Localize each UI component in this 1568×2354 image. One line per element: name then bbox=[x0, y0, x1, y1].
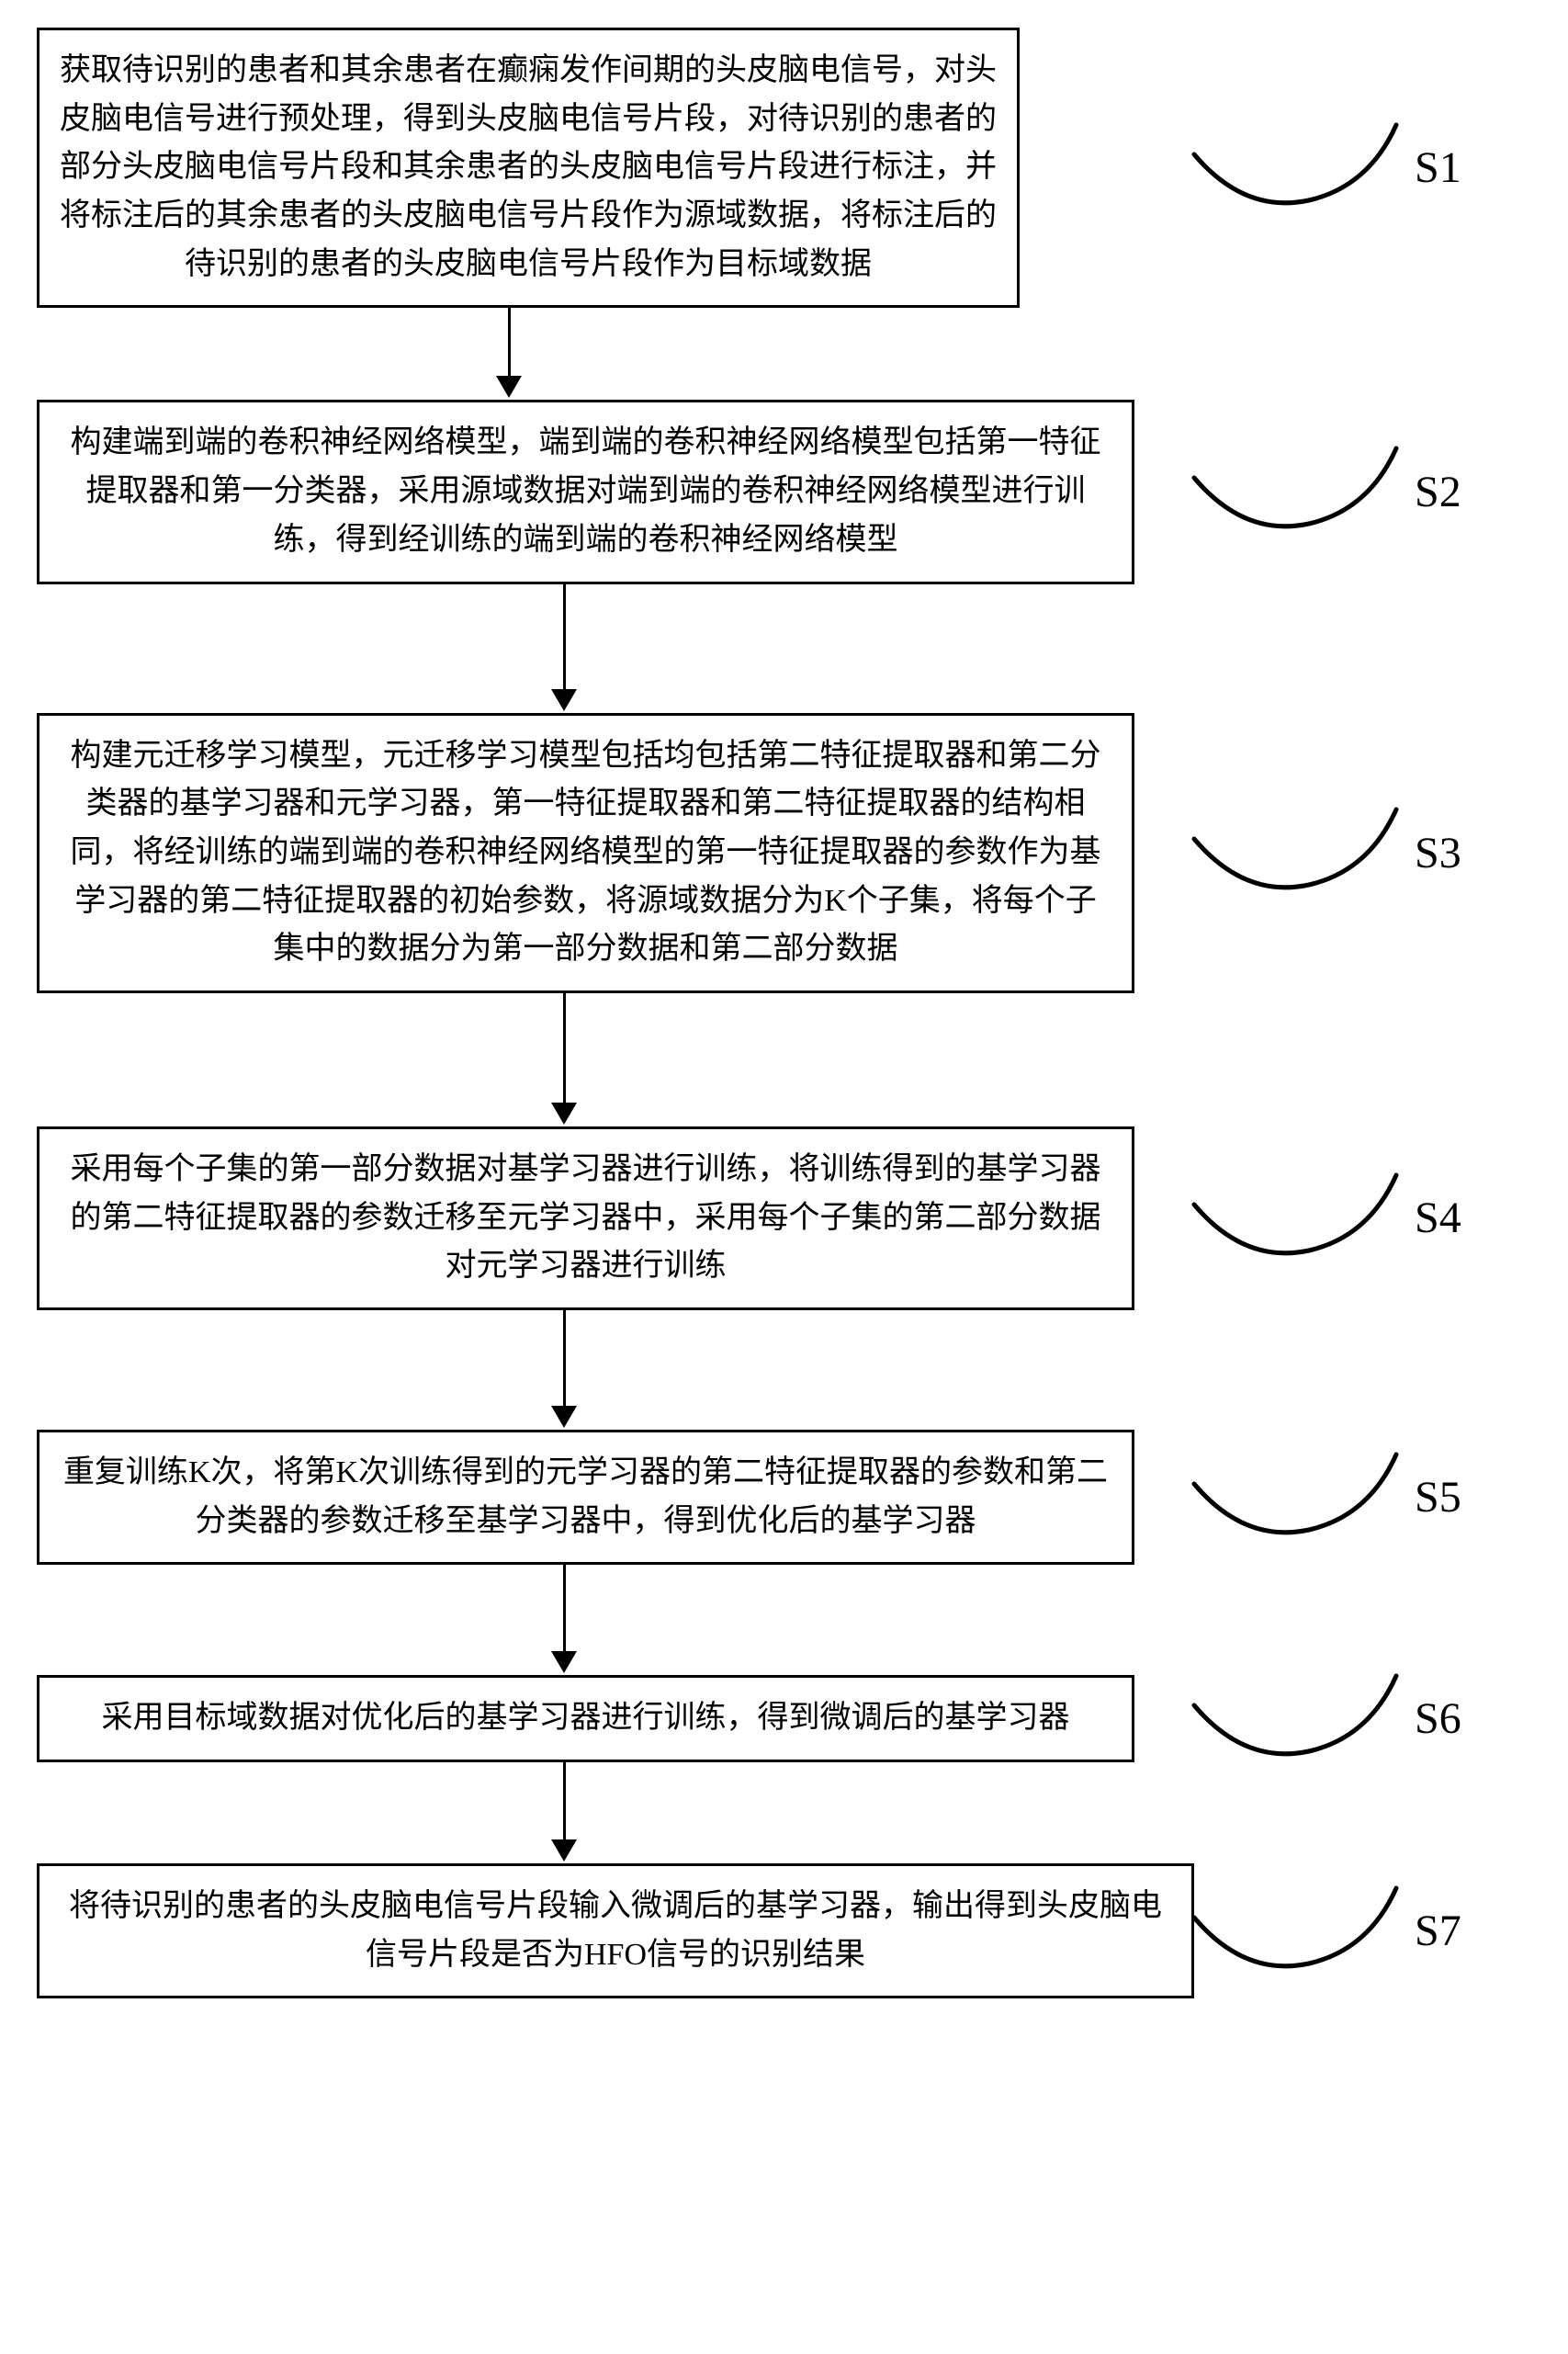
connector-arrow bbox=[551, 584, 577, 713]
arrow-head-icon bbox=[551, 689, 577, 711]
step-label-s5: S5 bbox=[1415, 1472, 1461, 1522]
step-box-s7: 将待识别的患者的头皮脑电信号片段输入微调后的基学习器，输出得到头皮脑电信号片段是… bbox=[37, 1863, 1194, 1998]
step-text: 构建端到端的卷积神经网络模型，端到端的卷积神经网络模型包括第一特征提取器和第一分… bbox=[60, 419, 1111, 564]
step-label-s6: S6 bbox=[1415, 1693, 1461, 1744]
step-text: 重复训练K次，将第K次训练得到的元学习器的第二特征提取器的参数和第二分类器的参数… bbox=[60, 1449, 1111, 1545]
step-label-s4: S4 bbox=[1415, 1193, 1461, 1243]
step-box-s5: 重复训练K次，将第K次训练得到的元学习器的第二特征提取器的参数和第二分类器的参数… bbox=[37, 1430, 1134, 1565]
step-text: 采用每个子集的第一部分数据对基学习器进行训练，将训练得到的基学习器的第二特征提取… bbox=[60, 1146, 1111, 1291]
label-column: S1 bbox=[1020, 142, 1531, 193]
step-text: 将待识别的患者的头皮脑电信号片段输入微调后的基学习器，输出得到头皮脑电信号片段是… bbox=[60, 1883, 1171, 1979]
step-box-s3: 构建元迁移学习模型，元迁移学习模型包括均包括第二特征提取器和第二分类器的基学习器… bbox=[37, 713, 1134, 993]
step-box-s6: 采用目标域数据对优化后的基学习器进行训练，得到微调后的基学习器 bbox=[37, 1675, 1134, 1762]
connector-arrow bbox=[551, 1762, 577, 1863]
connector-line bbox=[563, 1310, 566, 1408]
label-column: S4 bbox=[1134, 1193, 1531, 1243]
step-row-s7: 将待识别的患者的头皮脑电信号片段输入微调后的基学习器，输出得到头皮脑电信号片段是… bbox=[37, 1863, 1531, 1998]
label-column: S5 bbox=[1134, 1472, 1531, 1522]
label-column: S2 bbox=[1134, 467, 1531, 517]
label-column: S7 bbox=[1194, 1906, 1531, 1956]
connector-line bbox=[563, 584, 566, 691]
arrow-head-icon bbox=[551, 1839, 577, 1862]
arrow-head-icon bbox=[551, 1406, 577, 1428]
step-text: 采用目标域数据对优化后的基学习器进行训练，得到微调后的基学习器 bbox=[102, 1694, 1070, 1743]
step-row-s6: 采用目标域数据对优化后的基学习器进行训练，得到微调后的基学习器 S6 bbox=[37, 1675, 1531, 1762]
connector-arrow bbox=[551, 1310, 577, 1430]
step-row-s4: 采用每个子集的第一部分数据对基学习器进行训练，将训练得到的基学习器的第二特征提取… bbox=[37, 1126, 1531, 1310]
connector-line bbox=[563, 993, 566, 1104]
connector-line bbox=[508, 308, 511, 378]
step-label-s1: S1 bbox=[1415, 142, 1461, 193]
flowchart-container: 获取待识别的患者和其余患者在癫痫发作间期的头皮脑电信号，对头皮脑电信号进行预处理… bbox=[37, 28, 1531, 1998]
step-text: 获取待识别的患者和其余患者在癫痫发作间期的头皮脑电信号，对头皮脑电信号进行预处理… bbox=[60, 47, 997, 289]
step-label-s3: S3 bbox=[1415, 828, 1461, 878]
connector-line bbox=[563, 1565, 566, 1653]
arrow-head-icon bbox=[496, 376, 522, 398]
step-label-s7: S7 bbox=[1415, 1906, 1461, 1956]
label-column: S6 bbox=[1134, 1693, 1531, 1744]
step-row-s5: 重复训练K次，将第K次训练得到的元学习器的第二特征提取器的参数和第二分类器的参数… bbox=[37, 1430, 1531, 1565]
step-row-s3: 构建元迁移学习模型，元迁移学习模型包括均包括第二特征提取器和第二分类器的基学习器… bbox=[37, 713, 1531, 993]
connector-line bbox=[563, 1762, 566, 1841]
step-box-s1: 获取待识别的患者和其余患者在癫痫发作间期的头皮脑电信号，对头皮脑电信号进行预处理… bbox=[37, 28, 1020, 308]
step-box-s4: 采用每个子集的第一部分数据对基学习器进行训练，将训练得到的基学习器的第二特征提取… bbox=[37, 1126, 1134, 1310]
step-label-s2: S2 bbox=[1415, 467, 1461, 517]
arrow-head-icon bbox=[551, 1103, 577, 1125]
step-row-s1: 获取待识别的患者和其余患者在癫痫发作间期的头皮脑电信号，对头皮脑电信号进行预处理… bbox=[37, 28, 1531, 308]
connector-arrow bbox=[496, 308, 522, 400]
label-column: S3 bbox=[1134, 828, 1531, 878]
connector-arrow bbox=[551, 1565, 577, 1675]
step-row-s2: 构建端到端的卷积神经网络模型，端到端的卷积神经网络模型包括第一特征提取器和第一分… bbox=[37, 400, 1531, 583]
connector-arrow bbox=[551, 993, 577, 1126]
step-box-s2: 构建端到端的卷积神经网络模型，端到端的卷积神经网络模型包括第一特征提取器和第一分… bbox=[37, 400, 1134, 583]
step-text: 构建元迁移学习模型，元迁移学习模型包括均包括第二特征提取器和第二分类器的基学习器… bbox=[60, 732, 1111, 974]
arrow-head-icon bbox=[551, 1651, 577, 1673]
